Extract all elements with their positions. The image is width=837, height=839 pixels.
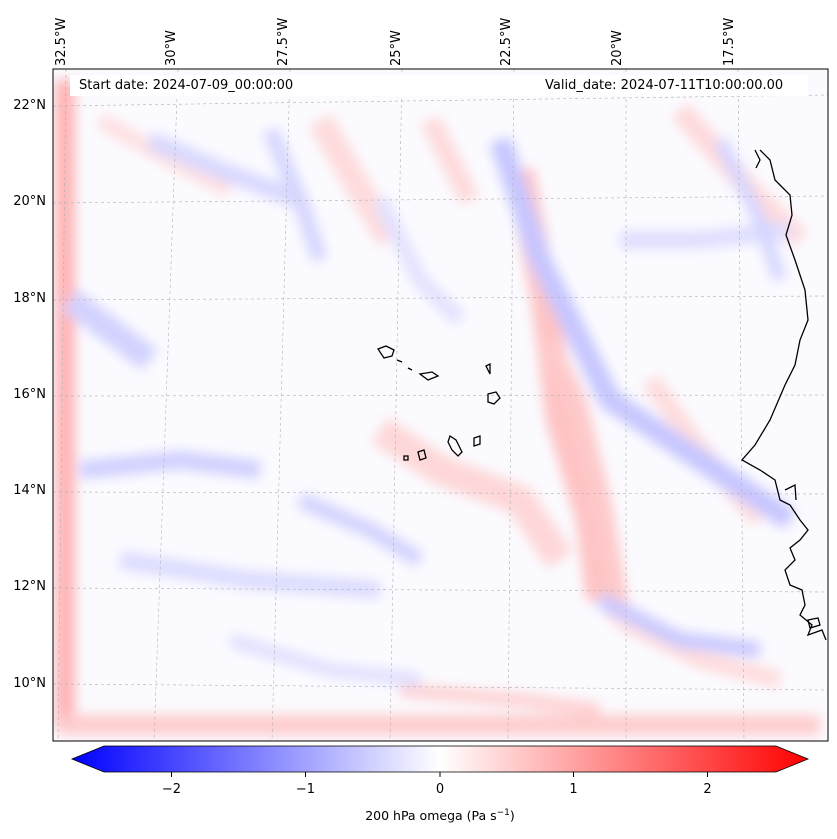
lat-label: 12°N — [13, 579, 46, 594]
lon-label: 30°W — [164, 30, 179, 66]
lat-label: 10°N — [13, 676, 46, 691]
lon-label: 32.5°W — [54, 17, 69, 66]
lat-label: 20°N — [13, 194, 46, 209]
colorbar-tick: 0 — [435, 782, 445, 797]
valid-date-label: Valid_date: 2024-07-11T10:00:00.00 — [545, 78, 784, 93]
colorbar-tick: −2 — [161, 782, 182, 797]
colorbar-label: 200 hPa omega (Pa s−1) — [365, 808, 515, 824]
coastline — [377, 149, 827, 641]
lat-label: 18°N — [13, 291, 46, 306]
colorbar-tick: −1 — [295, 782, 316, 797]
colorbar-tick: 1 — [569, 782, 578, 797]
lat-label: 16°N — [13, 387, 46, 402]
start-date-label: Start date: 2024-07-09_00:00:00 — [79, 78, 294, 93]
lon-label: 17.5°W — [722, 17, 737, 66]
lon-label: 20°W — [610, 30, 625, 66]
map-frame — [52, 68, 829, 742]
graticule — [53, 69, 828, 741]
lon-label: 27.5°W — [276, 17, 291, 66]
lon-label: 22.5°W — [499, 17, 514, 66]
lat-label: 22°N — [13, 98, 46, 113]
colorbar — [70, 745, 810, 777]
colorbar-tick: 2 — [703, 782, 712, 797]
lon-label: 25°W — [389, 30, 404, 66]
lat-label: 14°N — [13, 483, 46, 498]
omega-field — [53, 69, 828, 741]
